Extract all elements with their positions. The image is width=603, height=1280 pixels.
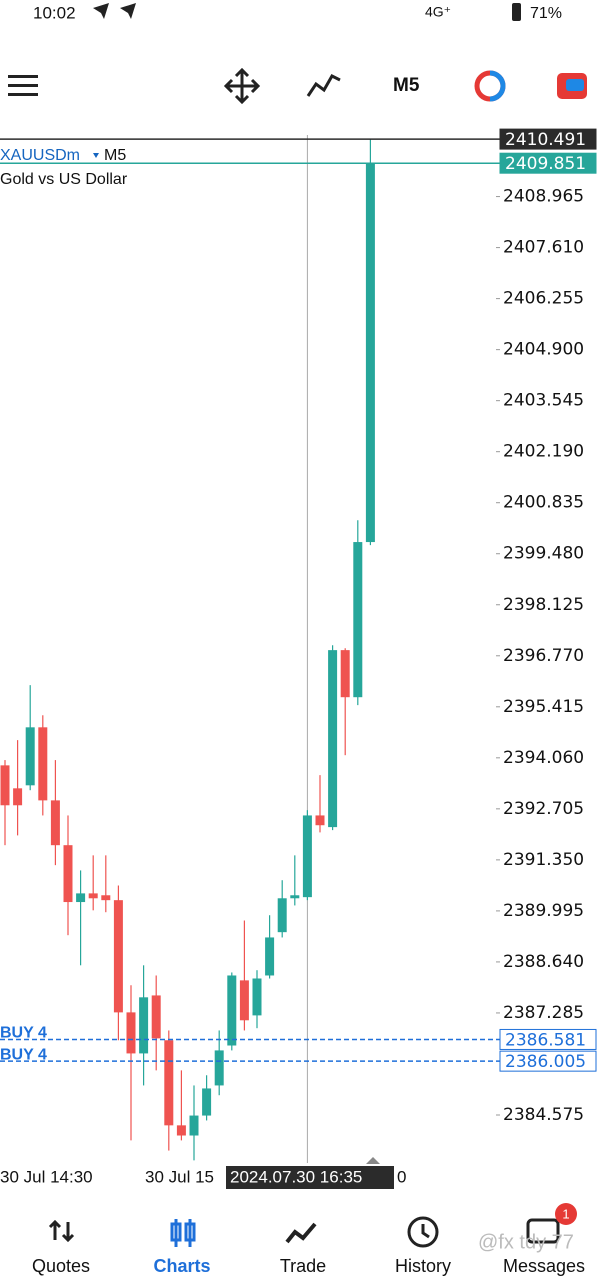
chart: 2408.965 2407.610 2406.255 2404.900 2403.545… xyxy=(0,128,597,1189)
y-tick-label: 2391.350 xyxy=(503,850,584,870)
y-tick-label: 2384.575 xyxy=(503,1105,584,1125)
order-label: 2386.581 xyxy=(505,1030,586,1050)
candle-body xyxy=(302,815,312,898)
candle-body xyxy=(176,1125,186,1136)
nav-item[interactable]: History xyxy=(395,1256,451,1276)
nav-item[interactable]: Quotes xyxy=(32,1256,90,1276)
candle-body xyxy=(239,980,249,1021)
candle-body xyxy=(265,937,275,976)
bid-label: 2409.851 xyxy=(505,154,586,174)
crosshair-button[interactable] xyxy=(223,67,261,105)
candle-body xyxy=(25,727,35,786)
menu-button[interactable] xyxy=(8,75,38,96)
status-battery: 71% xyxy=(530,5,562,22)
scroll-marker xyxy=(366,1157,380,1164)
order-name: BUY 4 xyxy=(0,1046,47,1063)
order-tag xyxy=(499,1028,597,1050)
candle-body xyxy=(38,727,48,801)
chart-symbol: XAUUSDm xyxy=(0,147,80,164)
nav-item[interactable]: Charts xyxy=(153,1256,210,1276)
y-tick-label: 2403.545 xyxy=(503,391,584,411)
x-label: 30 Jul 15 xyxy=(145,1167,214,1186)
indicators-button[interactable] xyxy=(306,74,341,97)
candle-body xyxy=(340,650,350,698)
y-tick-label: 2408.965 xyxy=(503,187,584,207)
order-label: 2386.005 xyxy=(505,1052,586,1072)
candle-body xyxy=(101,895,111,901)
chart-timeframe: M5 xyxy=(104,147,126,164)
candle-body xyxy=(76,893,86,903)
y-tick-label: 2399.480 xyxy=(503,544,584,564)
ask-label: 2410.491 xyxy=(505,130,586,150)
candle-body xyxy=(139,997,149,1054)
candle-body xyxy=(63,845,73,903)
candle-body xyxy=(88,893,98,899)
battery-icon xyxy=(512,3,521,21)
candle-body xyxy=(126,1012,136,1054)
status-icons xyxy=(93,3,136,19)
order-tag xyxy=(499,1050,597,1072)
nav-item[interactable]: Trade xyxy=(280,1256,326,1276)
candle-body xyxy=(277,898,287,933)
nav-item[interactable]: Messages xyxy=(503,1256,585,1276)
y-tick-label: 2402.190 xyxy=(503,442,584,462)
candle-body xyxy=(315,815,325,826)
candle-body xyxy=(113,900,123,1013)
y-tick-label: 2404.900 xyxy=(503,340,584,360)
symbol-caret[interactable] xyxy=(93,153,99,158)
y-tick-label: 2396.770 xyxy=(503,646,584,666)
candle-body xyxy=(227,975,237,1046)
candle-body xyxy=(214,1050,224,1086)
candle-body xyxy=(151,995,161,1039)
crosshair-time-box xyxy=(226,1166,394,1189)
crosshair-time: 2024.07.30 16:35 xyxy=(230,1167,362,1186)
chart-subtitle: Gold vs US Dollar xyxy=(0,171,128,188)
badge-count: 1 xyxy=(562,1206,569,1221)
candle-body xyxy=(0,765,10,806)
y-tick-label: 2392.705 xyxy=(503,799,584,819)
y-tick-label: 2406.255 xyxy=(503,289,584,309)
candle-body xyxy=(353,542,363,698)
candle-body xyxy=(290,895,300,899)
y-tick-label: 2395.415 xyxy=(503,697,584,717)
ask-tag xyxy=(499,128,597,150)
status-network: 4G⁺ xyxy=(425,4,451,20)
candle-body xyxy=(13,788,23,806)
y-tick-label: 2407.610 xyxy=(503,238,584,258)
candle-body xyxy=(189,1115,199,1136)
bottom-nav: 1 Quotes Charts Trade History Messages xyxy=(32,1203,585,1276)
candle-body xyxy=(252,978,262,1016)
y-tick-label: 2394.060 xyxy=(503,748,584,768)
x-label: 0 xyxy=(397,1167,406,1186)
candle-body xyxy=(328,650,338,828)
x-label: 30 Jul 14:30 xyxy=(0,1167,93,1186)
y-tick-label: 2388.640 xyxy=(503,952,584,972)
candle-body xyxy=(202,1088,212,1116)
status-time: 10:02 xyxy=(33,3,76,22)
watermark: @fx tdy 77 xyxy=(478,1231,574,1253)
y-tick-label: 2389.995 xyxy=(503,901,584,921)
y-tick-label: 2398.125 xyxy=(503,595,584,615)
candle-body xyxy=(164,1040,174,1126)
badge xyxy=(555,1203,577,1225)
candle-body xyxy=(50,800,60,846)
order-name: BUY 4 xyxy=(0,1025,47,1042)
timeframe-button[interactable]: M5 xyxy=(393,75,420,96)
y-tick-label: 2400.835 xyxy=(503,493,584,513)
y-tick-label: 2387.285 xyxy=(503,1003,584,1023)
candle-body xyxy=(365,163,375,543)
bid-tag xyxy=(499,152,597,174)
